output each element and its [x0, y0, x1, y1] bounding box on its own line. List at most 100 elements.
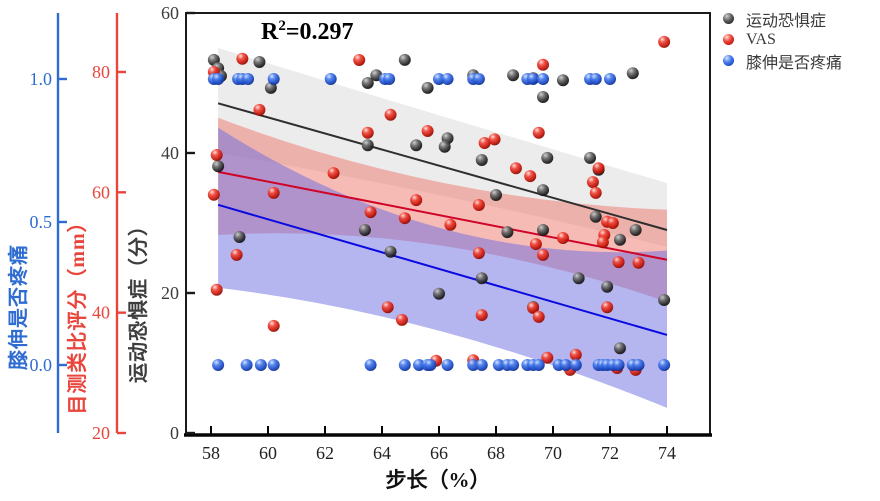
point-运动恐惧症	[589, 210, 602, 223]
point-VAS	[381, 301, 394, 314]
point-VAS	[532, 126, 545, 139]
point-运动恐惧症	[613, 233, 626, 246]
r-squared-annotation: R2=0.297	[261, 18, 354, 46]
legend-label: 运动恐惧症	[746, 12, 827, 30]
point-VAS	[395, 313, 408, 326]
point-运动恐惧症	[384, 245, 397, 258]
blue-regression-line	[217, 203, 668, 336]
point-VAS	[207, 188, 220, 201]
point-运动恐惧症	[626, 67, 639, 80]
blue-axis-tick-label: 0.5	[30, 212, 53, 232]
point-运动恐惧症	[361, 139, 374, 152]
point-VAS	[210, 283, 223, 296]
point-膝伸是否疼痛	[507, 359, 520, 371]
point-膝伸是否疼痛	[240, 359, 253, 371]
point-膝伸是否疼痛	[398, 359, 411, 371]
point-VAS	[537, 58, 550, 71]
point-膝伸是否疼痛	[559, 359, 572, 371]
point-运动恐惧症	[475, 272, 488, 285]
point-膝伸是否疼痛	[527, 73, 540, 85]
r-squared-exponent: 2	[278, 18, 286, 34]
point-膝伸是否疼痛	[532, 359, 545, 371]
x-tick-label: 70	[544, 443, 562, 463]
regression-lines	[217, 102, 668, 336]
point-运动恐惧症	[507, 69, 520, 82]
point-膝伸是否疼痛	[441, 359, 454, 371]
point-VAS	[267, 319, 280, 332]
point-运动恐惧症	[361, 77, 374, 89]
blue-axis-tick-label: 0.0	[30, 355, 53, 375]
point-VAS	[632, 256, 645, 269]
x-axis-title: 步长（%）	[385, 468, 491, 492]
legend-item-kinesiophobia: 运动恐惧症	[723, 10, 842, 30]
point-VAS	[612, 256, 625, 269]
legend-item-knee-pain: 膝伸是否疼痛	[723, 52, 842, 72]
point-运动恐惧症	[613, 342, 626, 355]
point-运动恐惧症	[537, 91, 550, 103]
y-axis-title-vas: 目测类比评分（mm）	[67, 211, 89, 415]
legend-label: 膝伸是否疼痛	[746, 54, 843, 72]
point-运动恐惧症	[537, 184, 550, 197]
x-tick-label: 68	[487, 443, 505, 463]
point-VAS	[327, 167, 340, 180]
x-tick-label: 72	[601, 443, 619, 463]
point-膝伸是否疼痛	[604, 73, 616, 85]
point-VAS	[410, 194, 423, 207]
point-膝伸是否疼痛	[212, 73, 225, 85]
r-squared-prefix: R	[261, 19, 279, 45]
point-运动恐惧症	[584, 151, 597, 164]
point-VAS	[384, 108, 397, 121]
point-VAS	[527, 301, 540, 314]
point-VAS	[592, 162, 605, 175]
point-膝伸是否疼痛	[467, 359, 480, 371]
point-运动恐惧症	[358, 224, 371, 236]
point-膝伸是否疼痛	[589, 73, 602, 85]
point-VAS	[586, 176, 599, 189]
x-tick-label: 74	[658, 443, 676, 463]
point-VAS	[210, 149, 223, 162]
axes: 58 60 62 64 66 68 70 72 741.00.50.08060402060402…	[30, 3, 712, 463]
red-axis-tick-label: 80	[92, 62, 110, 82]
point-VAS	[267, 186, 280, 199]
point-VAS	[475, 309, 488, 322]
point-VAS	[253, 103, 266, 116]
point-运动恐惧症	[233, 231, 246, 243]
point-膝伸是否疼痛	[383, 73, 396, 85]
point-运动恐惧症	[212, 160, 225, 173]
point-膝伸是否疼痛	[267, 73, 280, 85]
point-VAS	[529, 238, 542, 251]
point-膝伸是否疼痛	[413, 359, 426, 371]
point-VAS	[472, 247, 485, 260]
point-VAS	[472, 198, 485, 211]
point-VAS	[658, 35, 671, 48]
red-axis-tick-label: 60	[92, 182, 110, 202]
point-运动恐惧症	[601, 280, 614, 293]
point-运动恐惧症	[490, 189, 502, 201]
legend-item-vas: VAS	[723, 31, 842, 48]
black-axis-tick-label: 40	[161, 143, 179, 163]
point-膝伸是否疼痛	[364, 359, 377, 371]
point-膝伸是否疼痛	[537, 73, 550, 85]
point-膝伸是否疼痛	[632, 359, 645, 371]
point-VAS	[236, 52, 249, 65]
point-VAS	[606, 217, 619, 230]
point-膝伸是否疼痛	[612, 359, 625, 371]
y-axis-title-knee-pain: 膝伸是否疼痛	[8, 244, 30, 370]
red-regression-line	[217, 170, 668, 261]
point-VAS	[509, 162, 522, 175]
x-tick-label: 64	[373, 443, 391, 463]
point-VAS	[230, 248, 243, 261]
point-运动恐惧症	[398, 53, 411, 66]
point-运动恐惧症	[438, 140, 451, 153]
x-tick-label: 62	[316, 443, 334, 463]
point-运动恐惧症	[537, 224, 550, 236]
point-VAS	[478, 136, 491, 149]
point-VAS	[537, 248, 550, 261]
point-膝伸是否疼痛	[254, 359, 267, 371]
point-膝伸是否疼痛	[492, 359, 505, 371]
point-运动恐惧症	[421, 81, 434, 94]
black-axis-tick-label: 60	[161, 3, 179, 23]
point-膝伸是否疼痛	[441, 73, 454, 85]
